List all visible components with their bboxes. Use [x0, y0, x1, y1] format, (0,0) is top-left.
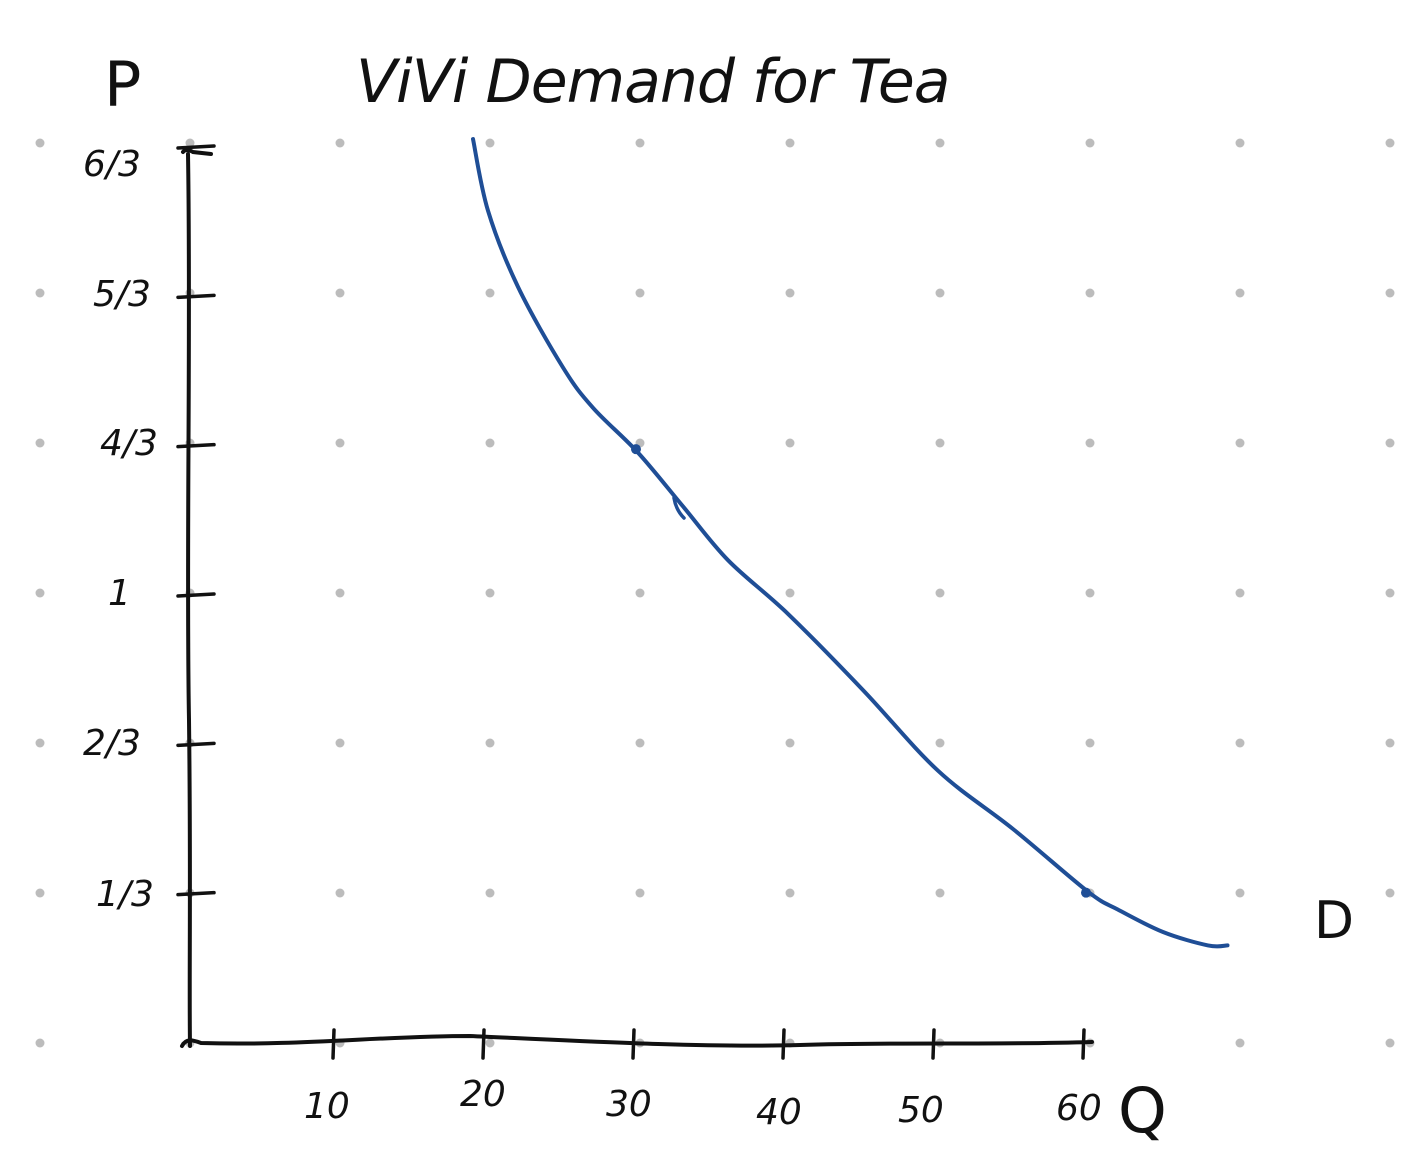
y-tick-mark [176, 890, 216, 897]
grid-dot [35, 888, 45, 898]
grid-dot [485, 288, 495, 298]
grid-dot [1085, 138, 1095, 148]
chart-title: ViVi Demand for Tea [356, 47, 950, 117]
y-tick-mark [176, 144, 216, 150]
y-tick-mark [176, 293, 216, 300]
x-axis-line [180, 1033, 1094, 1048]
x-tick-label: 60 [1056, 1088, 1102, 1129]
grid-dot [35, 138, 45, 148]
grid-dot [1385, 888, 1395, 898]
curve-point [1081, 887, 1091, 898]
grid-dot [335, 888, 345, 898]
grid-dot [635, 588, 645, 598]
grid-dot [1385, 438, 1395, 448]
x-tick-mark [1081, 1028, 1086, 1060]
grid-dot [1385, 588, 1395, 598]
x-tick-mark [931, 1028, 936, 1060]
grid-dot [635, 138, 645, 148]
grid-dot [1235, 588, 1245, 598]
grid-dot [1085, 738, 1095, 748]
grid-dot [335, 138, 345, 148]
grid-dot [785, 888, 795, 898]
grid-dot [1385, 738, 1395, 748]
grid-dot [485, 438, 495, 448]
grid-dot [335, 438, 345, 448]
grid-dot [935, 888, 945, 898]
grid-dot [485, 138, 495, 148]
grid-dot [1235, 288, 1245, 298]
grid-dot [935, 288, 945, 298]
grid-dot [335, 288, 345, 298]
grid-dot [35, 288, 45, 298]
y-tick-label: 1 [108, 573, 131, 614]
x-ticks: 10 20 30 40 50 60 [304, 1028, 1102, 1133]
grid-dot [1385, 138, 1395, 148]
curve-tick-mark [672, 496, 686, 520]
grid-dot [785, 738, 795, 748]
grid-dot [35, 438, 45, 448]
grid-dot [635, 888, 645, 898]
grid-dot [35, 1038, 45, 1048]
y-axis-label: P [104, 48, 141, 121]
grid-dot [1085, 288, 1095, 298]
grid-dot [35, 738, 45, 748]
y-tick-label: 5/3 [93, 274, 151, 315]
x-tick-label: 40 [756, 1092, 802, 1133]
x-tick-mark [481, 1028, 486, 1060]
y-tick-mark [176, 592, 216, 598]
demand-curve-label: D [1314, 891, 1354, 951]
y-ticks: 1/3 2/3 1 4/3 5/3 6/3 [83, 144, 216, 915]
y-tick-label: 1/3 [96, 874, 154, 915]
grid-dot [935, 588, 945, 598]
grid-dot [935, 738, 945, 748]
grid-dot [1235, 1038, 1245, 1048]
y-tick-label: 6/3 [83, 144, 141, 185]
grid-dot [785, 288, 795, 298]
grid-dot [1235, 738, 1245, 748]
x-tick-mark [331, 1028, 336, 1060]
y-tick-label: 4/3 [100, 423, 158, 464]
grid-dot [485, 888, 495, 898]
y-tick-mark [176, 442, 216, 449]
grid-dot [335, 738, 345, 748]
grid-dot [635, 738, 645, 748]
x-tick-label: 30 [606, 1084, 652, 1125]
dot-grid [35, 138, 1395, 1048]
grid-dot [935, 138, 945, 148]
grid-dot [1385, 1038, 1395, 1048]
x-tick-label: 50 [898, 1090, 944, 1131]
grid-dot [935, 438, 945, 448]
grid-dot [635, 288, 645, 298]
grid-dot [785, 138, 795, 148]
grid-dot [335, 588, 345, 598]
grid-dot [1235, 888, 1245, 898]
y-tick-mark [176, 741, 216, 748]
grid-dot [1235, 438, 1245, 448]
curve-point [631, 444, 641, 455]
grid-dot [35, 588, 45, 598]
demand-curve [471, 137, 1230, 949]
grid-dot [785, 588, 795, 598]
grid-dot [1085, 438, 1095, 448]
x-tick-label: 20 [460, 1074, 506, 1115]
y-tick-label: 2/3 [83, 723, 141, 764]
x-tick-mark [781, 1028, 786, 1060]
grid-dot [185, 138, 195, 148]
grid-dot [1385, 288, 1395, 298]
y-axis-line [181, 148, 213, 1048]
grid-dot [485, 738, 495, 748]
grid-dot [785, 438, 795, 448]
grid-dot [485, 588, 495, 598]
x-axis-label: Q [1118, 1074, 1167, 1147]
marked-points [631, 444, 1091, 898]
grid-dot [1235, 138, 1245, 148]
x-tick-label: 10 [304, 1086, 350, 1127]
grid-dot [1085, 588, 1095, 598]
x-tick-mark [631, 1028, 636, 1060]
grid-dot [485, 1038, 495, 1048]
